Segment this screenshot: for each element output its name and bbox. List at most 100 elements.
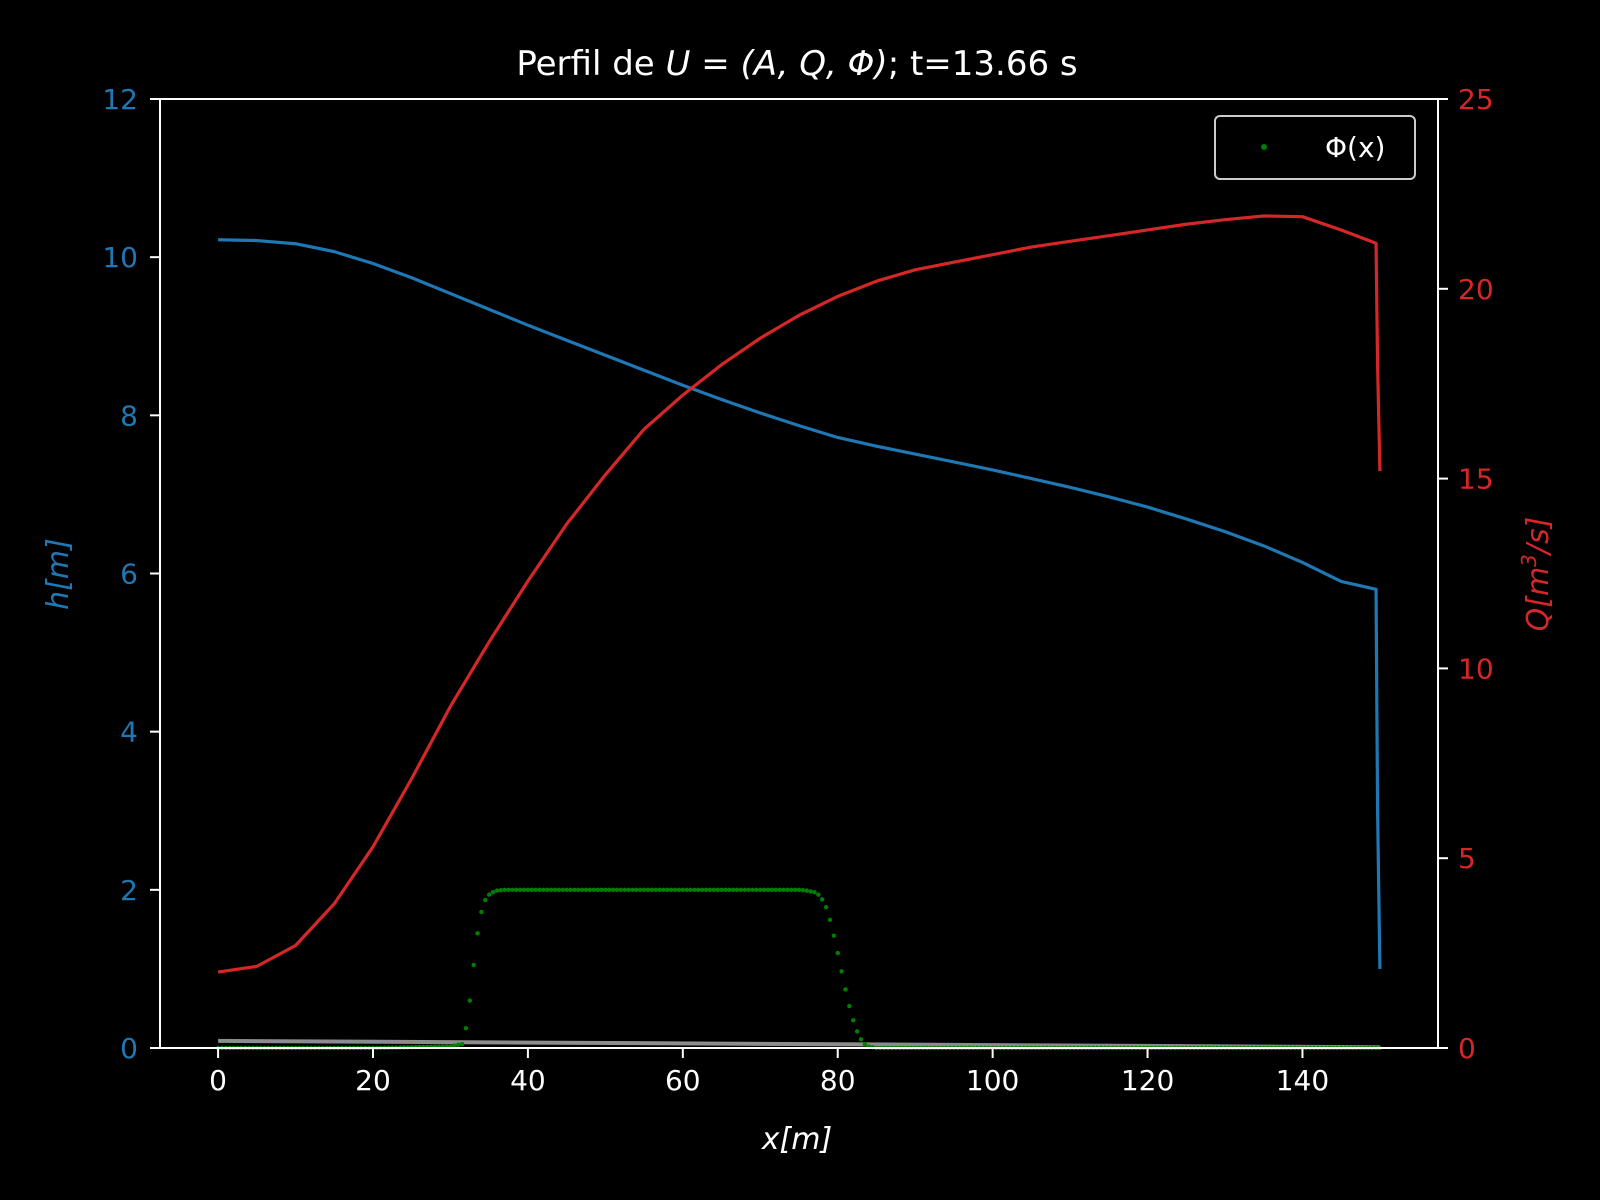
series-phi-point xyxy=(754,887,759,893)
y-left-axis-label: h[m] xyxy=(41,538,76,610)
x-tick-label: 20 xyxy=(355,1064,391,1097)
series-phi-point xyxy=(564,887,569,893)
series-phi-point xyxy=(696,887,701,893)
series-phi-point xyxy=(599,887,604,893)
series-phi-point xyxy=(862,1041,868,1047)
series-phi-point xyxy=(684,887,689,893)
y-right-axis-label-base: Q[m xyxy=(1521,567,1556,632)
series-Q-line xyxy=(217,214,1382,974)
series-phi-point xyxy=(761,887,767,893)
y-left-axis-ticks: 0 2 4 6 8 10 12 xyxy=(102,83,160,1065)
series-phi-point xyxy=(665,887,670,893)
series-phi-point xyxy=(568,887,573,893)
series-phi-point xyxy=(502,887,507,893)
series-phi-point xyxy=(719,887,724,893)
chart-title-prefix: Perfil de xyxy=(516,44,665,84)
series-phi-point xyxy=(823,905,829,910)
series-phi-point xyxy=(614,887,620,893)
x-axis-label: x[m] xyxy=(761,1122,832,1157)
series-phi-point xyxy=(634,887,639,893)
series-phi-point xyxy=(672,887,678,893)
series-phi-point xyxy=(758,887,763,893)
series-phi-point xyxy=(699,887,705,893)
series-phi-point xyxy=(514,887,519,893)
legend-box xyxy=(1214,115,1416,180)
series-phi-point xyxy=(777,887,782,893)
series-phi-point xyxy=(792,887,798,893)
y-left-tick-label: 12 xyxy=(102,83,138,116)
series-phi-point xyxy=(661,887,666,893)
y-right-tick-label: 20 xyxy=(1458,273,1494,306)
series-phi-point xyxy=(773,887,778,893)
y-left-tick-label: 6 xyxy=(120,558,138,591)
series-phi-point xyxy=(618,887,624,893)
series-phi-point xyxy=(595,887,600,893)
chart-title-suffix: ; t=13.66 s xyxy=(888,44,1078,84)
x-tick-label: 140 xyxy=(1276,1064,1329,1097)
series-phi-point xyxy=(765,887,771,893)
series-phi-point xyxy=(630,887,635,893)
legend-marker-phi xyxy=(1261,144,1267,150)
x-tick-label: 40 xyxy=(510,1064,546,1097)
x-axis-ticks: 0 20 40 60 80 100 120 140 xyxy=(209,1048,1329,1097)
y-right-tick-label: 0 xyxy=(1458,1032,1476,1065)
series-phi-point xyxy=(847,1003,852,1009)
series-phi-point xyxy=(467,998,473,1003)
x-tick-label: 60 xyxy=(665,1064,701,1097)
series-phi-point xyxy=(692,887,697,893)
series-phi-point xyxy=(738,887,744,893)
y-right-tick-label: 10 xyxy=(1458,652,1494,685)
series-phi-point xyxy=(734,887,740,893)
x-tick-label: 120 xyxy=(1121,1064,1174,1097)
series-phi-point xyxy=(479,909,484,915)
series-phi-point xyxy=(579,887,585,893)
series-phi-point xyxy=(831,933,837,938)
series-phi-point xyxy=(587,887,593,893)
series-phi-point xyxy=(475,931,480,936)
series-phi-point xyxy=(548,887,554,893)
series-phi-point xyxy=(510,887,515,893)
x-tick-label: 0 xyxy=(209,1064,227,1097)
y-right-axis-ticks: 0 5 10 15 20 25 xyxy=(1438,83,1494,1065)
chart-title-math: U = (A, Q, Φ) xyxy=(666,44,888,84)
series-h-line xyxy=(218,238,1382,969)
series-phi-point xyxy=(711,887,716,893)
series-phi-points xyxy=(215,887,1383,1051)
series-phi-point xyxy=(676,887,682,893)
series-phi-point xyxy=(483,897,488,903)
series-phi-point xyxy=(591,887,596,893)
series-phi-point xyxy=(556,887,562,893)
series-phi-point xyxy=(851,1018,856,1023)
series-phi-point xyxy=(506,887,511,893)
y-right-axis-label-tail: /s] xyxy=(1521,517,1556,557)
series-phi-point xyxy=(843,987,848,992)
series-phi-point xyxy=(707,887,713,893)
series-phi-point xyxy=(796,887,802,893)
series-phi-point xyxy=(820,897,825,902)
series-phi-point xyxy=(812,890,817,895)
series-phi-point xyxy=(769,887,775,893)
y-left-tick-label: 4 xyxy=(120,716,138,749)
series-phi-point xyxy=(854,1029,860,1034)
series-phi-point xyxy=(603,887,608,893)
y-right-axis-label: Q[m3/s] xyxy=(1517,517,1556,632)
series-phi-point xyxy=(680,887,686,893)
series-phi-point xyxy=(486,892,492,897)
series-phi-point xyxy=(781,887,786,893)
y-left-tick-label: 0 xyxy=(120,1032,138,1065)
series-phi-point xyxy=(742,887,747,893)
series-phi-point xyxy=(827,917,833,923)
series-layer xyxy=(215,214,1383,1051)
series-phi-point xyxy=(715,887,720,893)
x-tick-label: 80 xyxy=(820,1064,856,1097)
y-right-tick-label: 5 xyxy=(1458,842,1476,875)
series-phi-point xyxy=(533,887,538,893)
series-phi-point xyxy=(804,888,809,893)
series-phi-point xyxy=(669,887,674,893)
series-phi-point xyxy=(494,888,500,893)
series-phi-point xyxy=(521,887,527,893)
series-phi-point xyxy=(552,887,558,893)
series-phi-point xyxy=(800,888,806,893)
